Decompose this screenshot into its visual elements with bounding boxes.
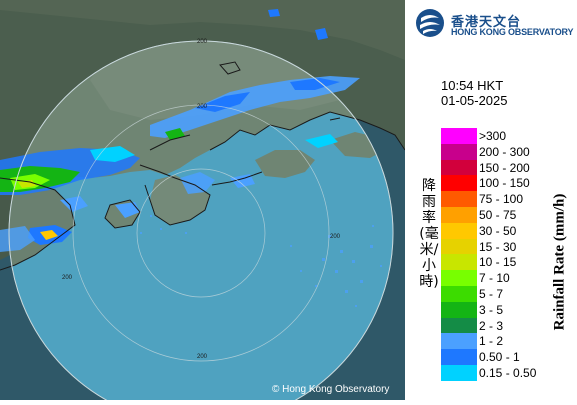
- scale-label: 30 - 50: [479, 223, 517, 238]
- legend-title-zh: 降雨率(毫米/小時): [419, 178, 439, 290]
- scale-label: 150 - 200: [479, 160, 530, 175]
- time-label: 10:54 HKT: [441, 78, 504, 93]
- legend-title-en: Rainfall Rate (mm/h): [551, 193, 568, 331]
- hko-logo[interactable]: 香港天文台 HONG KONG OBSERVATORY: [413, 6, 575, 40]
- scale-label: 5 - 7: [479, 287, 504, 301]
- scattered-echoes: [140, 215, 382, 307]
- scale-swatch: [441, 128, 477, 144]
- date-label: 01-05-2025: [441, 93, 508, 108]
- radar-map[interactable]: 200 200 200 200 200 © Hong Kong Observat…: [0, 0, 406, 405]
- range-label-left: 200: [62, 275, 73, 281]
- logo-text-en: HONG KONG OBSERVATORY: [451, 27, 574, 37]
- timestamp: 10:54 HKT 01-05-2025: [441, 78, 508, 108]
- range-label-right: 200: [330, 234, 341, 240]
- scale-swatch: [441, 238, 477, 255]
- color-scale: [441, 128, 477, 381]
- scale-swatch: [441, 317, 477, 334]
- legend-panel: 香港天文台 HONG KONG OBSERVATORY 10:54 HKT 01…: [405, 0, 577, 400]
- scale-swatch: [441, 285, 477, 302]
- scale-swatch: [441, 222, 477, 239]
- scale-swatch: [441, 191, 477, 207]
- scale-label: 10 - 15: [479, 255, 517, 270]
- scale-label: 50 - 75: [479, 208, 517, 222]
- range-label-top: 200: [197, 39, 208, 45]
- scale-swatch: [441, 301, 477, 318]
- scale-swatch: [441, 364, 477, 381]
- scale-label: 7 - 10: [479, 271, 510, 286]
- scale-label: 15 - 30: [479, 239, 517, 254]
- scale-label: 0.15 - 0.50: [479, 366, 537, 380]
- scale-label: >300: [479, 129, 507, 143]
- scale-swatch: [441, 143, 477, 160]
- scale-label: 2 - 3: [479, 318, 504, 333]
- scale-label: 100 - 150: [479, 176, 530, 191]
- scale-label: 200 - 300: [479, 144, 530, 159]
- scale-swatch: [441, 206, 477, 223]
- scale-swatch: [441, 333, 477, 350]
- hko-emblem-icon: [416, 9, 444, 37]
- range-labels: 200 200 200 200 200: [62, 39, 341, 360]
- scale-swatch: [441, 254, 477, 271]
- scale-swatch: [441, 175, 477, 192]
- scale-label: 75 - 100: [479, 192, 524, 207]
- range-label-bottom: 200: [197, 354, 208, 360]
- scale-swatch: [441, 159, 477, 176]
- logo-text-zh: 香港天文台: [451, 15, 522, 30]
- scale-label: 0.50 - 1: [479, 350, 520, 365]
- range-label-mid: 200: [197, 104, 208, 110]
- scale-label: 3 - 5: [479, 302, 504, 317]
- scale-swatch: [441, 270, 477, 286]
- scale-label: 1 - 2: [479, 334, 504, 349]
- copyright: © Hong Kong Observatory: [272, 384, 390, 395]
- scale-swatch: [441, 349, 477, 365]
- coastlines: [0, 61, 406, 271]
